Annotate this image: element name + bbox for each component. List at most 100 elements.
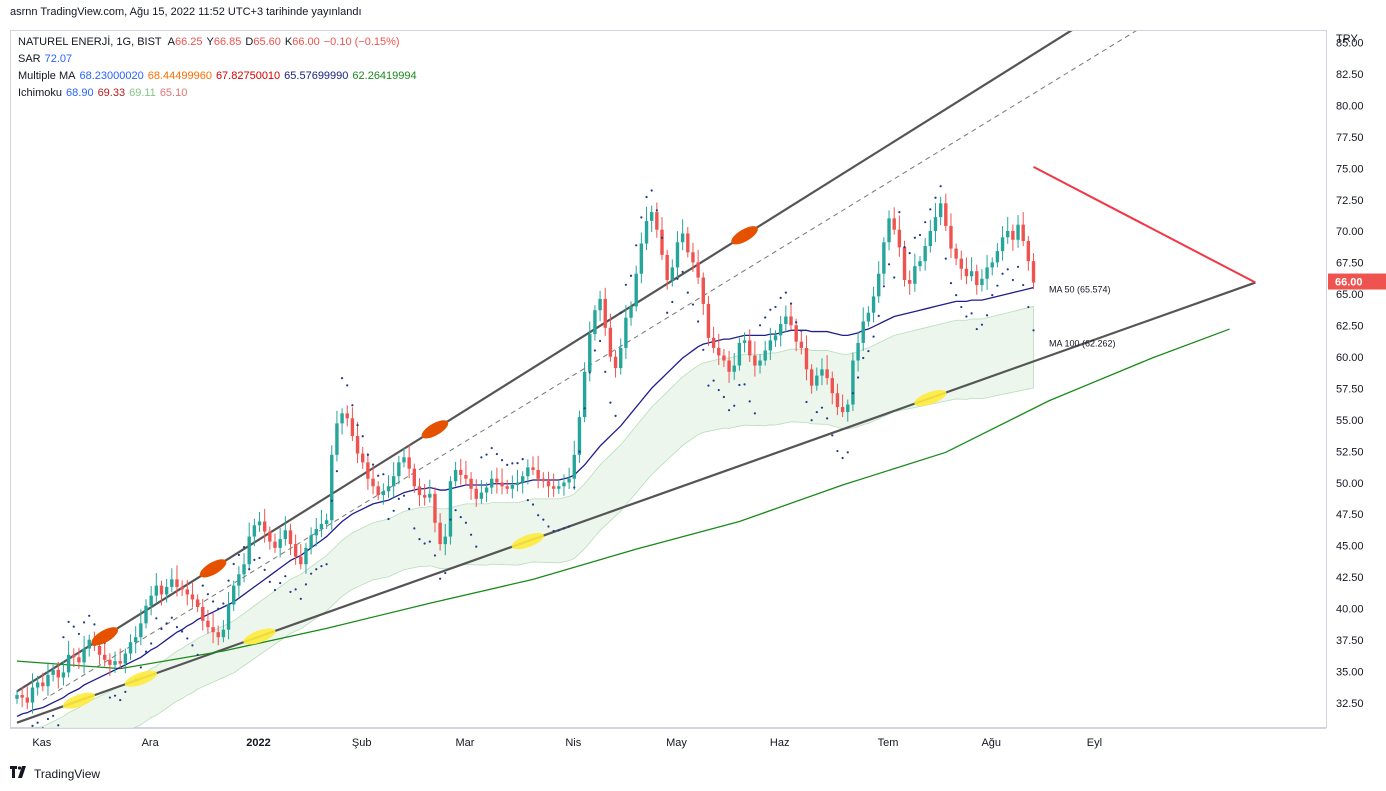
mma-value-4: 65.57699990 (284, 70, 349, 82)
chart-area[interactable]: MA 50 (65.574) MA 100 (62.262) (10, 30, 1326, 729)
candle-body (505, 486, 509, 489)
candle-body (118, 661, 122, 664)
ichimoku-label[interactable]: Ichimoku (18, 87, 63, 99)
sar-dot (552, 529, 555, 533)
sar-label[interactable]: SAR (18, 53, 41, 65)
sar-dot (908, 252, 911, 255)
sar-dot (330, 499, 333, 502)
sar-dot (650, 189, 653, 192)
candle-body (773, 335, 778, 341)
sar-dot (568, 525, 571, 528)
candle-body (459, 469, 463, 475)
sar-dot (810, 419, 813, 422)
candle-body (139, 623, 143, 638)
sar-dot (377, 474, 380, 477)
candle-body (412, 468, 417, 487)
candle-body (820, 369, 824, 376)
candle-body (97, 645, 102, 655)
sar-dot (939, 185, 942, 188)
candle-body (572, 454, 576, 479)
candle-body (464, 474, 468, 479)
candle-body (154, 585, 159, 596)
time-axis[interactable]: Kas Ara 2022 Şub Mar Nis May Haz Tem Ağu Eyl (10, 728, 1326, 756)
price-tick-label: 47.50 (1336, 509, 1364, 521)
sar-dot (170, 616, 173, 619)
sar-dot (738, 383, 741, 387)
candle-body (293, 544, 298, 557)
sar-dot (629, 274, 633, 277)
candle-body (753, 355, 757, 366)
candle-body (856, 342, 860, 361)
candle-body (402, 457, 406, 463)
top-touch-highlight (91, 627, 119, 646)
sar-dot (31, 724, 34, 727)
sar-dot (150, 642, 153, 645)
sar-dot (929, 208, 932, 211)
sar-dot (686, 291, 689, 294)
sar-dot (774, 305, 777, 309)
sar-dot (139, 666, 142, 669)
mma-label[interactable]: Multiple MA (18, 70, 76, 82)
sar-dot (562, 527, 566, 530)
sar-dot (351, 404, 354, 407)
candle-body (768, 340, 773, 351)
candle-body (82, 648, 86, 663)
sar-dot (588, 371, 591, 374)
candle-body (247, 536, 251, 565)
candle-body (108, 659, 112, 665)
candle-body (500, 482, 504, 487)
symbol-name[interactable]: NATUREL ENERJİ, 1G, BIST (18, 36, 162, 48)
sar-dot (758, 324, 762, 327)
price-tick-label: 65.00 (1336, 289, 1364, 301)
sar-dot (640, 216, 643, 219)
candle-body (283, 530, 288, 540)
upper-dashed-trendline (42, 31, 1137, 701)
sar-dot (970, 312, 973, 315)
bottom-touch-highlight (511, 533, 544, 550)
bottom-touch-highlight (914, 389, 947, 407)
price-tick-label: 75.00 (1336, 163, 1364, 175)
sar-dot (315, 568, 318, 571)
price-axis[interactable]: 32.50 35.00 37.50 40.00 42.50 45.00 47.50 50.00… (1326, 30, 1386, 728)
sar-dot (232, 562, 235, 566)
candle-body (103, 654, 107, 660)
candle-body (133, 637, 138, 643)
sar-dot (949, 282, 953, 285)
sar-dot (72, 625, 75, 628)
ichimoku-value-2: 69.33 (97, 87, 126, 99)
price-axis-svg: 32.50 35.00 37.50 40.00 42.50 45.00 47.50 50.00… (1328, 38, 1386, 710)
candle-body (397, 462, 401, 477)
candle-body (355, 435, 360, 454)
close-value: 66.00 (292, 36, 320, 48)
candle-body (345, 413, 349, 419)
ichimoku-value-1: 68.90 (66, 87, 94, 99)
candle-body (531, 467, 535, 470)
sar-dot (676, 277, 679, 280)
candle-body (923, 246, 927, 262)
sar-dot (521, 458, 524, 461)
price-tick-label: 52.50 (1336, 446, 1364, 458)
sar-dot (155, 617, 158, 620)
sar-dot (175, 626, 179, 629)
candle-body (221, 629, 226, 638)
sar-dot (820, 406, 824, 409)
sar-dot (511, 462, 514, 465)
candle-body (892, 218, 896, 230)
sar-dot (660, 236, 664, 239)
sar-dot (583, 407, 586, 410)
candle-body (211, 627, 215, 633)
sar-dot (624, 283, 627, 286)
candle-body (87, 639, 91, 649)
sar-dot (898, 211, 901, 214)
candle-body (237, 574, 241, 586)
candle-body (778, 324, 783, 336)
sar-dot (557, 529, 560, 532)
candle-body (846, 404, 850, 413)
tradingview-logo-icon[interactable] (10, 766, 30, 781)
candle-body (350, 418, 355, 436)
time-tick-label: 2022 (246, 737, 270, 749)
sar-dot (826, 417, 829, 420)
sar-dot (196, 653, 199, 656)
ma100-label: MA 100 (62.262) (1049, 339, 1116, 349)
candle-body (180, 586, 184, 590)
